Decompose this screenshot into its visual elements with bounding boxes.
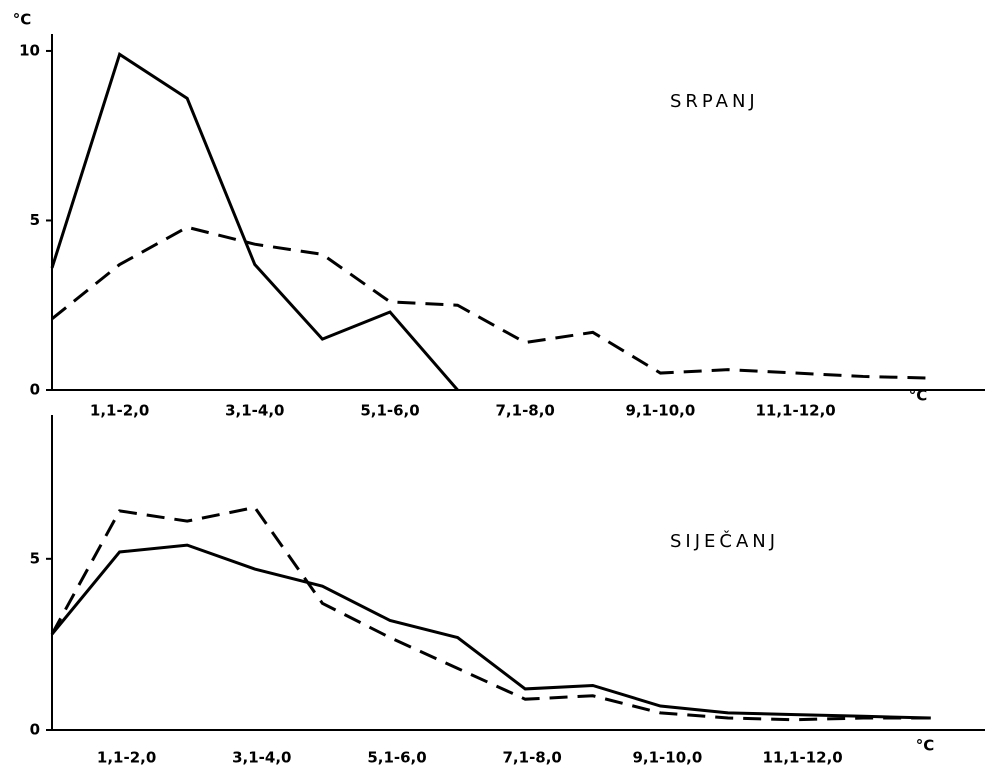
x-tick-label: 11,1-12,0 xyxy=(755,402,835,420)
data-line xyxy=(51,225,931,380)
x-tick-label: 1,1-2,0 xyxy=(97,749,156,767)
x-tick-label: 11,1-12,0 xyxy=(762,749,842,767)
panel-title: SRPANJ xyxy=(670,91,759,112)
y-tick-label: 5 xyxy=(30,211,40,229)
panel-title: SIJEČANJ xyxy=(670,530,779,552)
x-tick-label: 3,1-4,0 xyxy=(232,749,291,767)
x-tick-label: 5,1-6,0 xyxy=(360,402,419,420)
y-tick-label: 5 xyxy=(30,549,40,567)
data-line xyxy=(50,505,931,722)
x-tick-label: 9,1-10,0 xyxy=(625,402,695,420)
y-axis-label: °C xyxy=(13,11,32,29)
x-axis-label: °C xyxy=(909,387,928,405)
x-tick-label: 1,1-2,0 xyxy=(90,402,149,420)
x-tick-label: 7,1-8,0 xyxy=(496,402,555,420)
x-axis-label: °C xyxy=(916,737,935,755)
y-tick-label: 10 xyxy=(19,41,40,59)
data-line xyxy=(50,543,931,720)
data-line xyxy=(50,52,459,391)
y-tick-label: 0 xyxy=(30,721,40,739)
x-tick-label: 5,1-6,0 xyxy=(367,749,426,767)
y-tick-label: 0 xyxy=(30,381,40,399)
x-tick-label: 3,1-4,0 xyxy=(225,402,284,420)
x-tick-label: 7,1-8,0 xyxy=(503,749,562,767)
x-tick-label: 9,1-10,0 xyxy=(632,749,702,767)
